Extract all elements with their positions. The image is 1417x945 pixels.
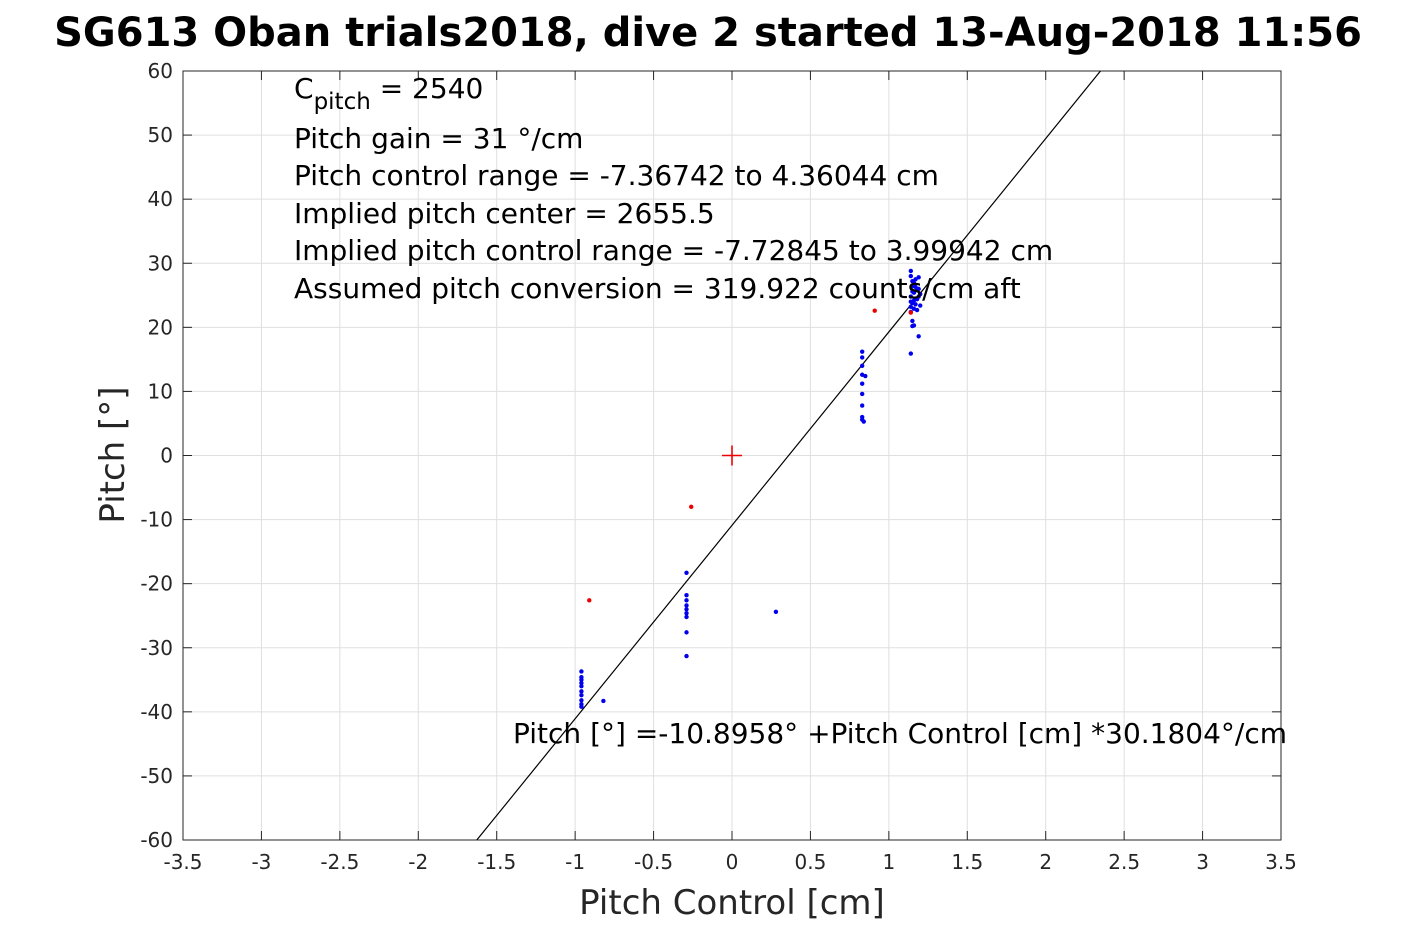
data-point <box>684 603 689 608</box>
annotation-pitch-gain: Pitch gain = 31 °/cm <box>294 122 583 155</box>
x-tick-label: -1 <box>565 850 585 874</box>
data-point <box>911 280 917 286</box>
outlier-point <box>689 504 694 509</box>
y-tick-label: 0 <box>160 444 173 468</box>
data-point <box>910 318 915 324</box>
y-tick-label: -40 <box>140 700 173 724</box>
data-point <box>908 294 914 299</box>
x-tick-label: -2.5 <box>320 850 359 874</box>
data-point <box>916 275 921 280</box>
data-point <box>601 698 606 704</box>
data-point <box>579 692 584 698</box>
chart-title: SG613 Oban trials2018, dive 2 started 13… <box>54 10 1362 56</box>
annotation-implied-pitch-center: Implied pitch center = 2655.5 <box>294 197 715 230</box>
y-tick-label: -60 <box>140 828 173 852</box>
data-point <box>859 391 865 397</box>
data-point <box>863 373 868 379</box>
annotation-block: Cpitch = 2540 Pitch gain = 31 °/cm Pitch… <box>294 72 1053 305</box>
y-tick-label: 60 <box>148 59 173 83</box>
data-point <box>908 273 914 279</box>
x-tick-label: 3 <box>1196 850 1209 874</box>
data-point <box>579 704 584 709</box>
data-point <box>579 689 584 694</box>
x-tick-label: 0.5 <box>795 850 827 874</box>
data-point <box>684 614 689 620</box>
y-tick-label: 20 <box>148 315 173 339</box>
outlier-point <box>872 308 877 313</box>
annotation-assumed-pitch-conversion: Assumed pitch conversion = 319.922 count… <box>294 272 1021 305</box>
data-point <box>916 334 921 339</box>
x-tick-label: 1.5 <box>951 850 983 874</box>
data-point <box>908 268 914 274</box>
data-point <box>684 570 689 575</box>
x-tick-label: -0.5 <box>634 850 673 874</box>
data-point <box>684 593 689 598</box>
data-point <box>861 419 866 424</box>
y-axis-label: Pitch [°] <box>93 386 133 523</box>
fit-line <box>476 70 1101 841</box>
pitch-center-marker <box>722 445 742 466</box>
data-point <box>859 363 865 368</box>
y-tick-label: 30 <box>148 251 173 275</box>
data-point <box>684 607 689 612</box>
y-tick-label: -50 <box>140 764 173 788</box>
y-tick-label: 50 <box>148 123 173 147</box>
data-point <box>859 381 865 386</box>
c-pitch-value: = 2540 <box>371 72 484 105</box>
x-tick-label: 1 <box>882 850 895 874</box>
c-pitch-subscript: pitch <box>314 89 371 115</box>
data-point <box>918 303 923 308</box>
data-point <box>684 598 689 603</box>
y-tick-label: -30 <box>140 636 173 660</box>
grid-layer <box>182 70 1282 841</box>
data-point <box>684 610 689 616</box>
y-tick-label: 10 <box>148 379 173 403</box>
data-point <box>579 669 584 674</box>
data-point <box>911 290 917 295</box>
y-tick-label: -20 <box>140 572 173 596</box>
annotation-pitch-control-range: Pitch control range = -7.36742 to 4.3604… <box>294 159 939 192</box>
data-point <box>579 698 584 703</box>
outlier-point <box>908 310 914 315</box>
x-tick-label: 3.5 <box>1265 850 1297 874</box>
data-point <box>579 680 584 686</box>
data-point <box>859 355 865 360</box>
x-axis-label: Pitch Control [cm] <box>579 883 885 923</box>
x-tick-label: 2.5 <box>1108 850 1140 874</box>
outlier-point <box>587 598 592 603</box>
data-point <box>684 630 689 635</box>
data-point <box>910 300 915 306</box>
data-point <box>579 684 584 689</box>
x-tick-label: -1.5 <box>477 850 516 874</box>
annotation-c-pitch: Cpitch = 2540 <box>294 72 483 115</box>
x-tick-label: 2 <box>1039 850 1052 874</box>
data-point <box>911 323 917 328</box>
data-point <box>773 609 779 615</box>
data-point <box>908 351 914 356</box>
data-points <box>476 70 1101 841</box>
x-tick-label: 0 <box>726 850 739 874</box>
x-tick-label: -3.5 <box>163 850 202 874</box>
y-tick-label: -10 <box>140 508 173 532</box>
data-point <box>859 414 865 420</box>
data-point <box>859 403 865 408</box>
data-point <box>916 286 921 292</box>
data-point <box>914 307 920 313</box>
y-tick-label: 40 <box>148 187 173 211</box>
data-point <box>918 291 923 297</box>
data-point <box>684 653 689 659</box>
annotation-implied-pitch-control-range: Implied pitch control range = -7.72845 t… <box>294 234 1053 267</box>
ticks-layer: -3.5 -3 -2.5 -2 -1.5 -1 -0.5 0 0.5 1 1.5 2 2.5 3 3.5 -6… <box>140 59 1297 874</box>
data-point <box>859 349 865 354</box>
data-point <box>579 677 584 682</box>
c-pitch-base: C <box>294 72 314 105</box>
x-tick-label: -3 <box>251 850 271 874</box>
fit-equation: Pitch [°] =-10.8958° +Pitch Control [cm]… <box>513 717 1287 750</box>
x-tick-label: -2 <box>408 850 428 874</box>
